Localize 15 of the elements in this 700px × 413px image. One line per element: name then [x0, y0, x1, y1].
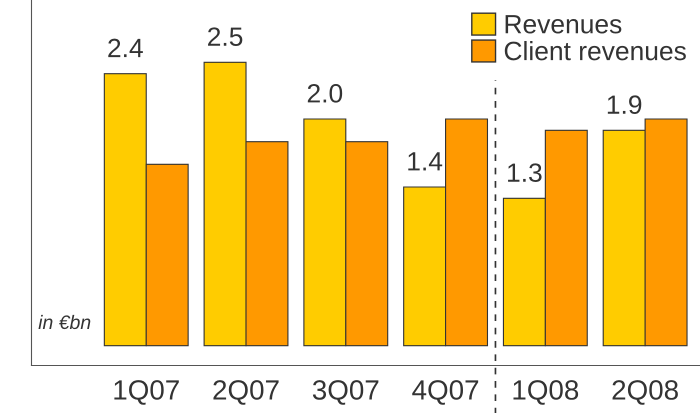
x-tick-label: 1Q08: [513, 380, 578, 405]
x-tick-label: 2Q08: [612, 380, 678, 405]
x-tick-label: 1Q07: [114, 380, 179, 405]
data-label: 2.5: [208, 27, 242, 46]
legend-label: Revenues: [506, 15, 622, 34]
data-label: 2.0: [308, 84, 342, 103]
legend-label: Client revenues: [504, 40, 686, 60]
text: in €bn: [38, 314, 90, 330]
x-tick-label: 2Q07: [213, 380, 279, 405]
data-label: 1.4: [408, 152, 442, 170]
data-label: 1.9: [608, 95, 642, 114]
x-tick-label: 3Q07: [312, 380, 378, 405]
x-tick-label: 4Q07: [412, 380, 478, 405]
data-label: 2.4: [108, 38, 143, 58]
data-label: 1.3: [508, 163, 542, 182]
